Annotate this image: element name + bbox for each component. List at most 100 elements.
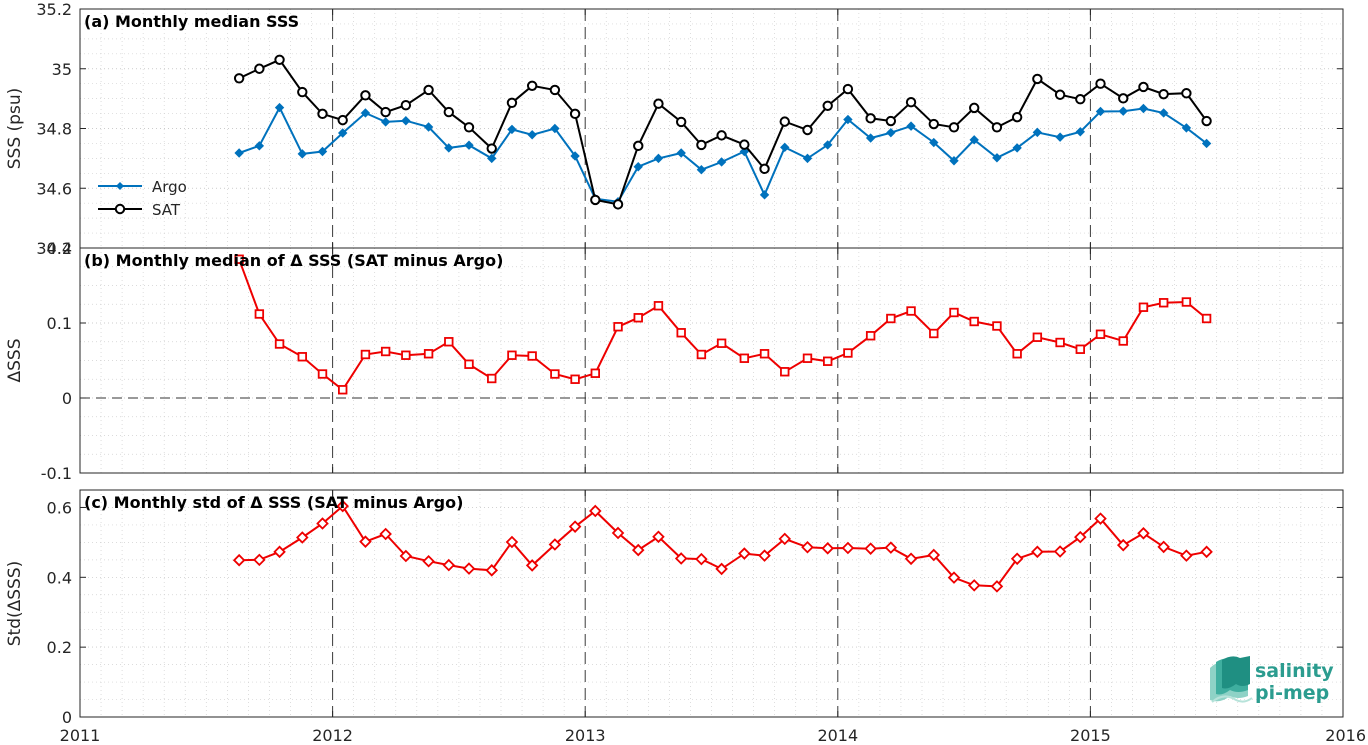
data-point	[612, 199, 624, 210]
data-point	[549, 84, 561, 96]
data-point	[1200, 545, 1213, 559]
data-point	[274, 102, 285, 113]
logo-text-salinity: salinity	[1255, 660, 1334, 682]
data-point	[297, 86, 308, 98]
data-point	[652, 530, 665, 544]
data-point	[380, 346, 391, 357]
data-point	[739, 146, 750, 157]
data-point	[317, 108, 328, 120]
data-point	[653, 153, 664, 164]
y-tick-label: 0.1	[47, 314, 72, 333]
legend: Argo SAT	[98, 178, 187, 219]
y-tick-label: -0.1	[41, 464, 72, 483]
data-point	[759, 163, 770, 175]
data-point	[526, 80, 538, 91]
data-point	[949, 307, 959, 318]
data-point	[1138, 302, 1149, 312]
data-point	[464, 140, 474, 150]
data-point	[802, 153, 813, 164]
data-point	[359, 535, 372, 548]
data-point	[1158, 298, 1169, 308]
data-point	[759, 190, 770, 200]
data-point	[569, 108, 581, 120]
data-point	[759, 349, 770, 359]
x-tick-label: 2012	[312, 726, 353, 745]
y-tick-label: 34.6	[36, 179, 72, 198]
data-point	[1032, 73, 1043, 85]
data-point	[738, 547, 751, 560]
data-area	[232, 499, 1213, 593]
data-point	[234, 254, 244, 264]
data-point	[296, 531, 309, 544]
data-point	[444, 143, 454, 153]
x-tick-label: 2016	[1325, 726, 1366, 745]
data-point	[487, 153, 497, 164]
data-point	[337, 128, 348, 138]
data-point	[716, 130, 727, 141]
data-point	[401, 350, 411, 360]
data-area	[233, 54, 1212, 210]
data-point	[443, 106, 454, 118]
data-point	[1138, 81, 1149, 93]
data-point	[1118, 106, 1128, 116]
y-tick-label: 0	[62, 708, 72, 727]
data-point	[906, 121, 916, 131]
data-point	[653, 98, 664, 109]
data-point	[676, 148, 686, 158]
data-point	[1158, 88, 1169, 100]
data-point	[423, 84, 434, 96]
data-point	[992, 153, 1002, 163]
data-point	[929, 137, 939, 148]
data-point	[1075, 127, 1086, 137]
data-point	[550, 123, 560, 134]
data-point	[841, 541, 855, 555]
chart-panels: 34.4 34.6 34.8 35 35.2 SSS (psu) (a) Monthly m…	[5, 0, 1344, 727]
data-point	[992, 321, 1002, 331]
data-point	[739, 139, 750, 150]
data-point	[802, 353, 813, 363]
data-point	[462, 562, 476, 575]
data-point	[590, 368, 601, 378]
data-point	[1180, 549, 1193, 562]
data-point	[1157, 540, 1170, 554]
data-point	[1012, 143, 1022, 153]
data-point	[1075, 344, 1085, 354]
x-axis-tick-labels: 2011 2012 2013 2014 2015 2016	[60, 726, 1366, 745]
data-point	[317, 369, 328, 379]
data-point	[885, 115, 897, 127]
salinity-pimep-logo: salinity pi-mep	[1210, 656, 1334, 704]
legend-marker	[114, 203, 126, 215]
data-point	[444, 337, 454, 347]
x-tick-label: 2015	[1070, 726, 1111, 745]
data-point	[969, 316, 979, 327]
x-tick-label: 2011	[60, 726, 101, 745]
data-point	[905, 97, 917, 108]
data-point	[253, 553, 266, 567]
data-point	[653, 301, 664, 311]
data-point	[254, 63, 265, 74]
legend-item-argo: Argo	[98, 178, 187, 196]
data-point	[1095, 78, 1106, 89]
data-point	[802, 124, 813, 136]
data-point	[822, 356, 833, 366]
data-point	[1118, 93, 1129, 104]
data-point	[631, 543, 645, 557]
data-point	[1118, 336, 1128, 346]
data-point	[401, 116, 411, 126]
logo-text-pimep: pi-mep	[1255, 682, 1329, 704]
data-point	[570, 151, 580, 161]
panel-3: 0 0.2 0.4 0.6 Std(ΔSSS) (c) Monthly std of Δ …	[5, 489, 1344, 727]
salinity-wave-icon	[1210, 656, 1253, 703]
data-point	[297, 352, 307, 362]
y-tick-label: 34.8	[36, 120, 72, 139]
panel-title: (b) Monthly median of Δ SSS (SAT minus A…	[84, 251, 503, 270]
data-point	[507, 124, 517, 135]
data-point	[949, 156, 959, 166]
data-point	[676, 328, 686, 338]
data-point	[589, 504, 602, 518]
data-point	[1053, 545, 1067, 558]
data-point	[928, 118, 939, 130]
data-point	[904, 552, 918, 566]
data-point	[1032, 332, 1043, 342]
